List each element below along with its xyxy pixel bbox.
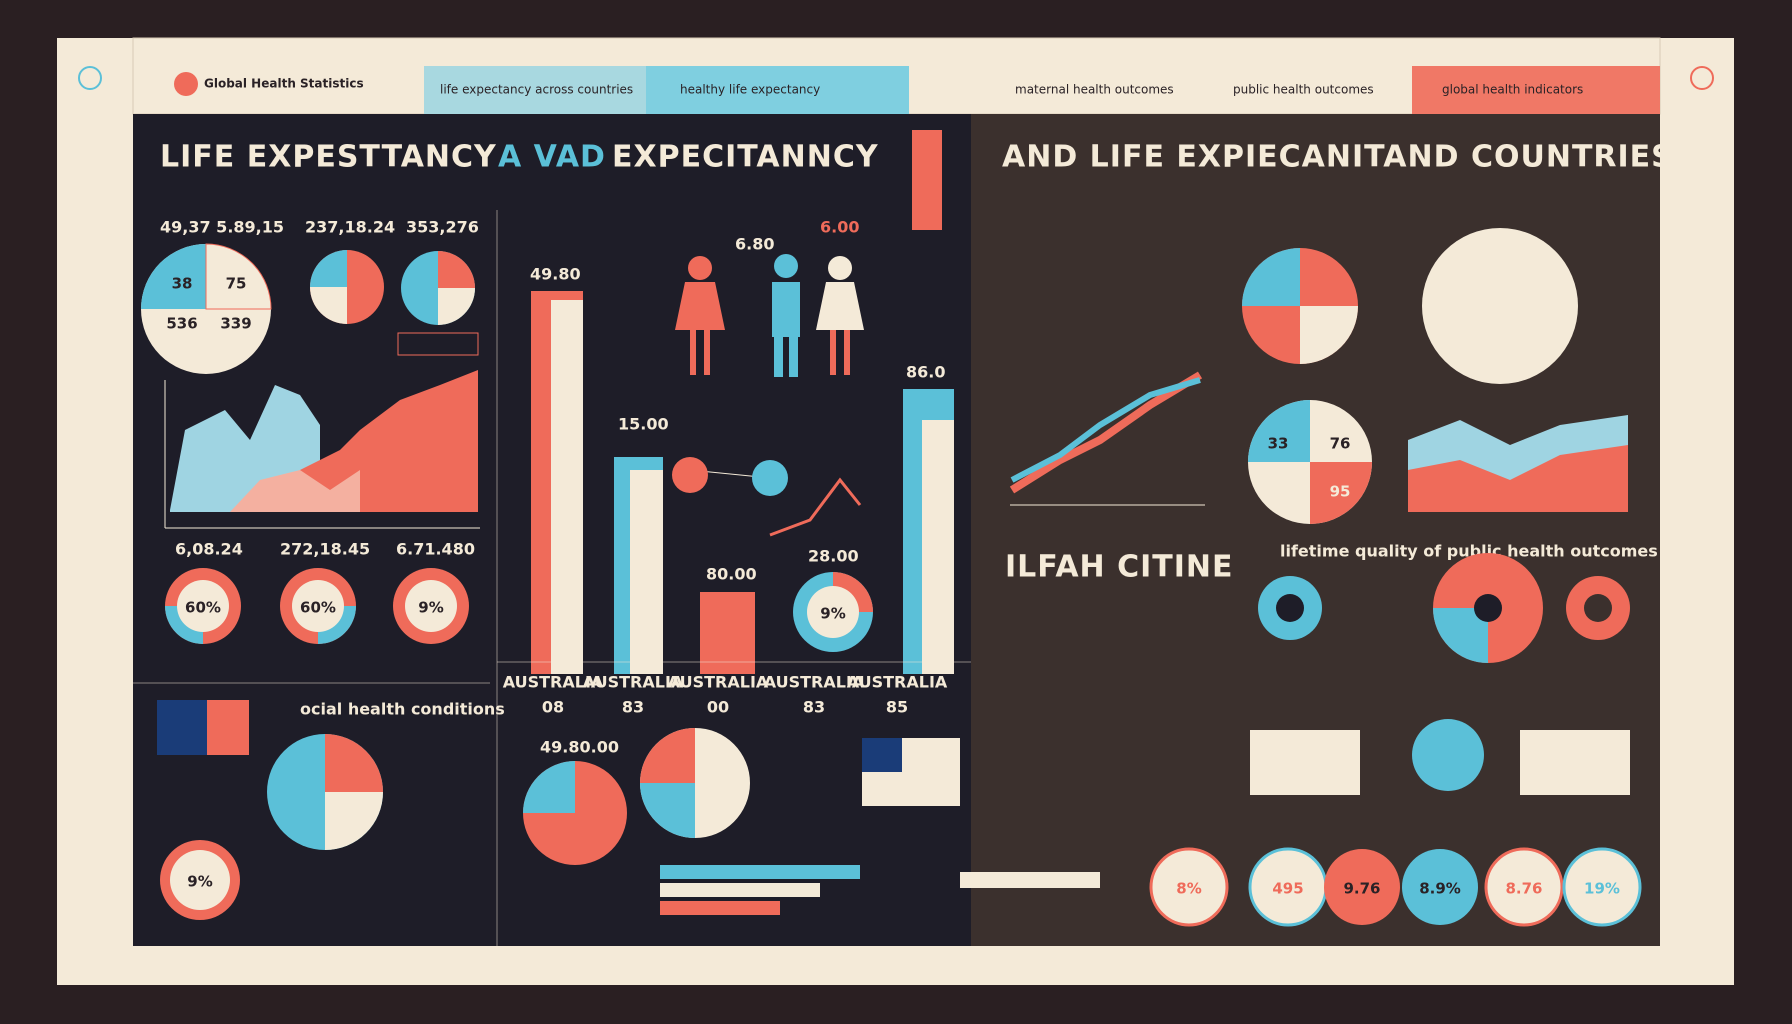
pie-label: 75 <box>226 275 247 293</box>
flag <box>157 700 207 755</box>
pie-label: 33 <box>1268 435 1289 453</box>
circle-label: 8% <box>1176 880 1201 898</box>
value: 6.80 <box>735 235 774 254</box>
bar-label: 86.0 <box>906 363 945 382</box>
callout <box>1422 228 1578 384</box>
donut <box>807 586 859 638</box>
country: AUSTRALIA <box>764 673 865 692</box>
tab-label: global health indicators <box>1442 83 1583 97</box>
donut-label: 60% <box>300 599 336 617</box>
pie-title: 49.80.00 <box>540 738 619 757</box>
donut-label: 9% <box>187 873 212 891</box>
tab <box>646 66 909 114</box>
stat: 49,37 5.89,15 <box>160 218 284 237</box>
stat: 237,18.24 <box>305 218 395 237</box>
pie-label: 95 <box>1330 483 1351 501</box>
country: AUSTRALIA <box>668 673 769 692</box>
tab <box>1412 66 1660 114</box>
donut-label: 9% <box>820 605 845 623</box>
tag <box>397 332 479 356</box>
section-title: ocial health conditions <box>300 700 505 719</box>
pie <box>310 250 475 325</box>
value: 80.00 <box>706 565 757 584</box>
title: A VAD <box>498 140 606 175</box>
pie-label: 76 <box>1330 435 1351 453</box>
tab-label: healthy life expectancy <box>680 83 820 97</box>
circle-label: 19% <box>1584 880 1620 898</box>
circle-label: 9.76 <box>1343 880 1380 898</box>
area-chart <box>1408 445 1628 512</box>
circle-label: 8.76 <box>1505 880 1542 898</box>
stat: 6,08.24 <box>175 540 243 559</box>
country-value: 83 <box>803 698 825 717</box>
country: AUSTRALIA <box>847 673 948 692</box>
tab-label: maternal health outcomes <box>1015 83 1174 97</box>
pie <box>1248 400 1372 524</box>
stat: 6.71.480 <box>396 540 475 559</box>
bar <box>700 592 755 674</box>
label-strip <box>912 130 942 230</box>
donut <box>170 850 230 910</box>
country-value: 08 <box>542 698 564 717</box>
value: 28.00 <box>808 547 859 566</box>
pie-label: 339 <box>220 315 251 333</box>
strips <box>660 865 1100 915</box>
country: AUSTRALIA <box>583 673 684 692</box>
tab-label: public health outcomes <box>1233 83 1374 97</box>
pie <box>1242 248 1358 364</box>
bar <box>630 470 663 674</box>
line-chart <box>1009 371 1205 506</box>
corner-icon <box>1690 66 1714 90</box>
network <box>672 457 862 537</box>
donuts <box>165 568 469 644</box>
bar <box>551 300 583 674</box>
title: AND LIFE EXPIECANITAND COUNTRIES <box>1002 140 1674 175</box>
logo: Global Health Statistics <box>204 77 364 91</box>
subtitle: ILFAH CITINE <box>1005 550 1234 585</box>
map-badge <box>1412 719 1484 791</box>
stat: 353,276 <box>406 218 479 237</box>
circle-label: 495 <box>1272 880 1303 898</box>
title: EXPECITANNCY <box>612 140 879 175</box>
map <box>1250 730 1360 795</box>
circle-label: 8.9% <box>1419 880 1461 898</box>
pie <box>141 243 272 374</box>
logo-icon <box>174 72 198 96</box>
tab <box>424 66 646 114</box>
people <box>675 254 864 377</box>
circles <box>1149 847 1642 927</box>
donut-label: 9% <box>418 599 443 617</box>
flag <box>207 700 249 755</box>
bar-label: 49.80 <box>530 265 581 284</box>
bar-label: 15.00 <box>618 415 669 434</box>
pie-label: 536 <box>166 315 197 333</box>
flag <box>862 738 902 772</box>
country-value: 85 <box>886 698 908 717</box>
title: LIFE EXPESTTANCY <box>160 140 497 175</box>
corner-icon <box>78 66 102 90</box>
note: lifetime quality of public health outcom… <box>1280 542 1658 561</box>
donut-label: 60% <box>185 599 221 617</box>
map <box>1520 730 1630 795</box>
pie <box>523 728 750 865</box>
pie <box>267 734 383 850</box>
country-value: 83 <box>622 698 644 717</box>
right-panel <box>971 114 1660 946</box>
stat: 272,18.45 <box>280 540 370 559</box>
country: AUSTRALIA <box>503 673 604 692</box>
pie-label: 38 <box>172 275 193 293</box>
donuts <box>1258 553 1630 663</box>
value: 6.00 <box>820 218 859 237</box>
area-chart <box>164 370 480 529</box>
bar <box>922 420 954 674</box>
tab-label: life expectancy across countries <box>440 83 633 97</box>
country-value: 00 <box>707 698 729 717</box>
